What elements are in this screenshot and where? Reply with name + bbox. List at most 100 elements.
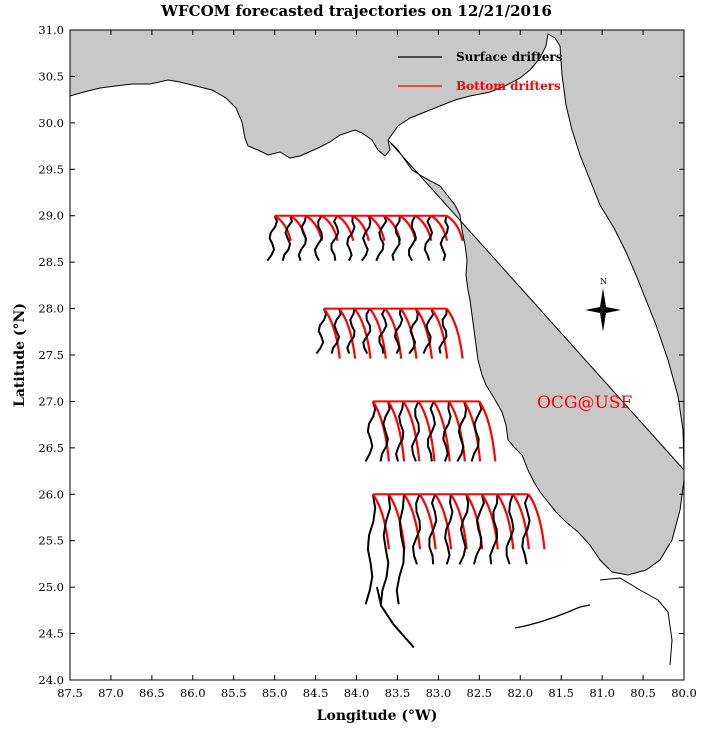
bottom-drifter-track — [430, 214, 449, 241]
ocg-watermark: OCG@USF — [537, 393, 632, 413]
surface-drifter-track — [313, 215, 324, 262]
y-tick-label: 30.5 — [38, 69, 64, 83]
surface-drifter-track — [423, 215, 434, 261]
surface-drifter-track — [439, 215, 450, 261]
y-tick-label: 24.0 — [38, 673, 64, 687]
surface-drifter-track — [281, 215, 293, 261]
bottom-drifter-track — [447, 400, 466, 462]
y-tick-label: 25.5 — [38, 534, 64, 548]
surface-drifter-track — [266, 215, 279, 262]
land-mainland-bay — [599, 577, 673, 666]
legend-bottom-label: Bottom drifters — [456, 79, 561, 93]
surface-drifter-track — [473, 494, 485, 565]
y-axis-ticks: 24.0 24.5 25.0 25.5 26.0 26.5 27.0 27.5 28.0 28.5… — [38, 23, 684, 687]
x-tick-label: 85.0 — [262, 686, 288, 700]
y-tick-label: 31.0 — [38, 23, 64, 37]
x-tick-label: 87.5 — [57, 686, 83, 700]
y-tick-label: 29.5 — [38, 162, 64, 176]
surface-drifter-track — [438, 308, 448, 354]
bottom-drifter-track — [338, 307, 357, 359]
x-tick-label: 84.0 — [344, 686, 370, 700]
surface-drifter-track — [521, 493, 531, 565]
y-tick-label: 26.0 — [38, 487, 64, 501]
y-tick-label: 24.5 — [38, 627, 64, 641]
bottom-drifter-track — [367, 214, 386, 241]
x-tick-label: 86.5 — [139, 686, 165, 700]
compass-icon: N — [585, 277, 621, 332]
legend-surface-label: Surface drifters — [456, 50, 563, 64]
surface-drifter-track — [364, 401, 377, 462]
x-tick-label: 85.5 — [221, 686, 247, 700]
bottom-drifter-track — [480, 493, 499, 550]
y-tick-label: 28.5 — [38, 255, 64, 269]
bottom-drifter-track — [430, 307, 449, 359]
map-title: WFCOM forecasted trajectories on 12/21/2… — [161, 2, 552, 20]
surface-drifter-track — [360, 215, 372, 262]
bottom-drifter-track — [445, 307, 464, 359]
surface-drifter-track — [458, 494, 470, 565]
surface-drifter-track — [395, 494, 406, 605]
surface-drifter-track — [346, 308, 356, 354]
x-tick-label: 83.0 — [426, 686, 452, 700]
bottom-drifter-track — [403, 493, 422, 550]
surface-drifter-track — [378, 308, 388, 354]
surface-drifter-track — [376, 586, 415, 649]
x-tick-label: 84.5 — [303, 686, 329, 700]
surface-drifter-track — [422, 308, 435, 354]
bottom-drifter-track — [274, 214, 292, 241]
surface-drifter-track — [395, 401, 405, 462]
bottom-drifter-track — [511, 493, 530, 550]
y-tick-label: 28.0 — [38, 302, 64, 316]
bottom-drifter-track — [449, 493, 468, 550]
y-tick-label: 27.5 — [38, 348, 64, 362]
surface-drifter-track — [408, 308, 419, 355]
bottom-drifter-track — [352, 214, 370, 241]
x-tick-label: 82.5 — [467, 686, 493, 700]
bottom-drifter-track — [320, 214, 339, 241]
y-tick-label: 25.0 — [38, 580, 64, 594]
surface-drifter-track — [362, 308, 372, 355]
x-axis-ticks: 87.5 87.0 86.5 86.0 85.5 85.0 84.5 84.0 83.5 83.0… — [57, 30, 697, 700]
bottom-drifter-track — [336, 214, 355, 241]
surface-drifter-track — [379, 494, 392, 605]
surface-drifter-track — [489, 494, 499, 565]
surface-drifter-track — [410, 400, 420, 462]
bottom-drifter-track — [432, 400, 451, 462]
x-tick-label: 83.5 — [385, 686, 411, 700]
bottom-drifter-track — [368, 307, 387, 359]
x-tick-label: 87.0 — [98, 686, 124, 700]
bottom-drifter-track — [478, 400, 497, 462]
surface-drifter-track — [346, 215, 356, 262]
x-tick-label: 80.5 — [630, 686, 656, 700]
bottom-drifter-track — [496, 493, 515, 550]
land-peninsula-west — [387, 139, 685, 576]
x-tick-label: 80.0 — [671, 686, 697, 700]
surface-drifter-track — [408, 215, 417, 262]
bottom-drifter-track — [384, 307, 403, 359]
x-axis-label: Longitude (°W) — [317, 708, 438, 724]
y-tick-label: 26.5 — [38, 441, 64, 455]
bottom-drifter-track — [387, 400, 406, 462]
x-tick-label: 82.0 — [507, 686, 533, 700]
legend: Surface drifters Bottom drifters — [398, 50, 563, 93]
surface-drifter-track — [442, 401, 452, 462]
surface-drifter-track — [391, 215, 401, 261]
x-tick-label: 86.0 — [180, 686, 206, 700]
y-tick-label: 30.0 — [38, 116, 64, 130]
surface-drifter-track — [297, 215, 307, 262]
bottom-drifter-track — [371, 493, 390, 550]
surface-drifter-track — [330, 215, 340, 261]
land-keys — [514, 604, 591, 629]
bottom-drifter-track — [415, 307, 433, 359]
surface-drifter-track — [411, 493, 422, 565]
y-axis-label: Latitude (°N) — [12, 303, 28, 407]
compass-n-label: N — [600, 277, 607, 286]
surface-drifter-track — [330, 308, 342, 354]
bottom-drifter-track — [527, 493, 546, 550]
bottom-drifter-track — [387, 493, 406, 550]
x-tick-label: 81.5 — [548, 686, 574, 700]
surface-drifter-track — [428, 493, 438, 565]
bottom-drifter-track — [434, 493, 453, 550]
land-florida — [69, 29, 685, 471]
